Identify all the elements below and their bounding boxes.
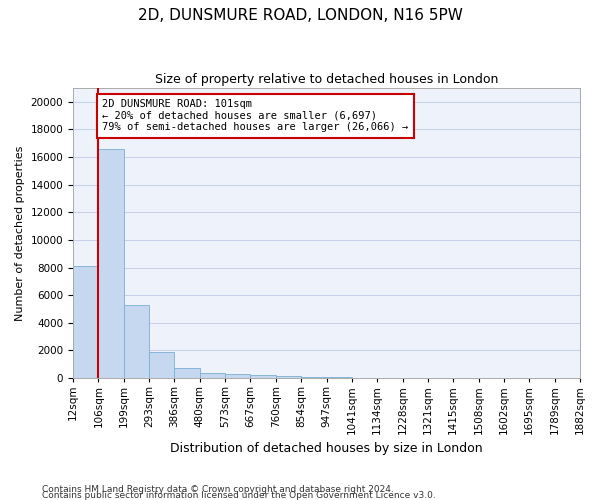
X-axis label: Distribution of detached houses by size in London: Distribution of detached houses by size … [170, 442, 483, 455]
Bar [200, 373, 225, 378]
Text: 2D DUNSMURE ROAD: 101sqm
← 20% of detached houses are smaller (6,697)
79% of sem: 2D DUNSMURE ROAD: 101sqm ← 20% of detach… [102, 99, 409, 132]
Bar [301, 377, 326, 378]
Bar [124, 305, 149, 378]
Bar [73, 266, 98, 378]
Title: Size of property relative to detached houses in London: Size of property relative to detached ho… [155, 72, 498, 86]
Bar [175, 368, 200, 378]
Bar [149, 352, 175, 378]
Bar [98, 149, 124, 378]
Bar [225, 374, 250, 378]
Y-axis label: Number of detached properties: Number of detached properties [15, 146, 25, 320]
Text: Contains public sector information licensed under the Open Government Licence v3: Contains public sector information licen… [42, 491, 436, 500]
Bar [250, 375, 276, 378]
Bar [276, 376, 301, 378]
Text: Contains HM Land Registry data © Crown copyright and database right 2024.: Contains HM Land Registry data © Crown c… [42, 485, 394, 494]
Text: 2D, DUNSMURE ROAD, LONDON, N16 5PW: 2D, DUNSMURE ROAD, LONDON, N16 5PW [137, 8, 463, 22]
